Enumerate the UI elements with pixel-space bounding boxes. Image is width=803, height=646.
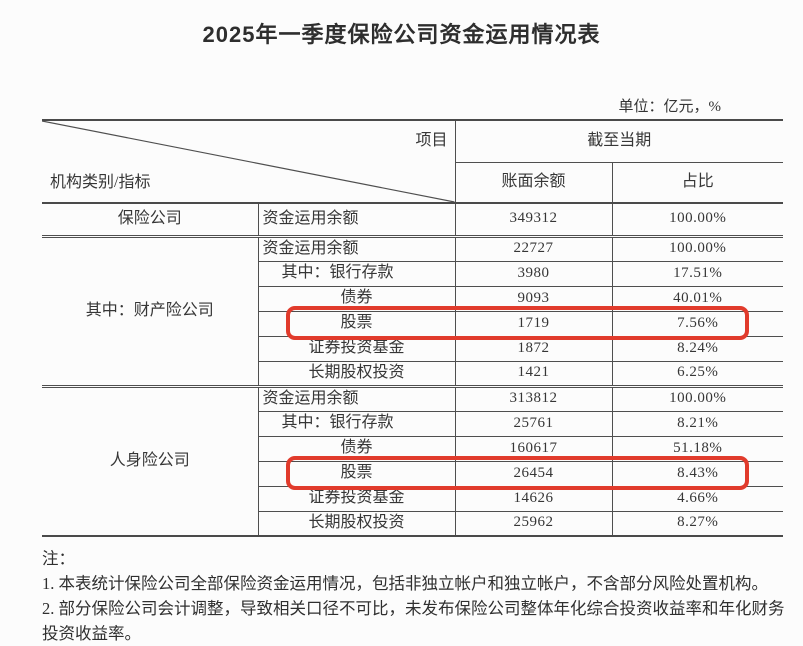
- corner-label-project: 项目: [415, 132, 448, 149]
- balance-cell: 9093: [454, 286, 612, 312]
- table-row: 人身险公司 资金运用余额 313812 100.00%: [42, 386, 784, 469]
- table-row: 证券投资基金 1872 8.24%: [42, 336, 784, 362]
- table-row: 其中：银行存款 3980 17.51%: [42, 261, 784, 287]
- balance-cell: 25761: [454, 411, 612, 437]
- indicator-cell: 资金运用余额: [257, 386, 455, 412]
- indicator-cell: 其中：银行存款: [257, 411, 455, 437]
- balance-cell: 313812: [454, 386, 612, 412]
- indicator-cell: 债券: [257, 286, 455, 312]
- column-header-balance: 账面余额: [455, 162, 612, 204]
- table-row: 其中：财产险公司 资金运用余额 22727 100.00%: [42, 236, 784, 388]
- note-2: 2. 部分保险公司会计调整，导致相关口径不可比，未发布保险公司整体年化综合投资收…: [42, 599, 785, 643]
- share-cell: 7.56%: [611, 311, 784, 337]
- indicator-cell: 股票: [257, 461, 455, 487]
- indicator-cell: 债券: [257, 436, 455, 462]
- balance-cell: 1872: [454, 336, 612, 362]
- corner-header-cell: 项目 机构类别/指标: [42, 120, 456, 204]
- balance-cell: 14626: [454, 486, 612, 512]
- share-cell: 40.01%: [611, 286, 784, 312]
- balance-cell: 3980: [454, 261, 612, 287]
- org-cell: 保险公司: [42, 203, 258, 238]
- indicator-cell: 资金运用余额: [257, 236, 455, 262]
- table-row: 长期股权投资 25962 8.27%: [42, 511, 784, 536]
- table-row: 其中：银行存款 25761 8.21%: [42, 411, 784, 437]
- column-header-share: 占比: [611, 162, 784, 204]
- share-cell: 6.25%: [611, 361, 784, 388]
- notes: 注： 1. 本表统计保险公司全部保险资金运用情况，包括非独立帐户和独立帐户，不含…: [42, 546, 787, 646]
- share-cell: 100.00%: [611, 386, 784, 412]
- table-row: 证券投资基金 14626 4.66%: [42, 486, 784, 512]
- share-cell: 51.18%: [611, 436, 784, 462]
- share-cell: 8.27%: [611, 511, 784, 536]
- notes-label: 注：: [42, 549, 75, 568]
- indicator-cell: 其中：银行存款: [257, 261, 455, 287]
- indicator-cell: 证券投资基金: [257, 336, 455, 362]
- table-wrap: 项目 机构类别/指标 截至当期 账面余额 占比 保险公司 资金运用余额: [42, 119, 784, 537]
- share-cell: 8.24%: [611, 336, 784, 362]
- org-cell: 人身险公司: [109, 451, 190, 469]
- share-cell: 100.00%: [611, 236, 784, 262]
- org-cell: 其中：财产险公司: [42, 236, 258, 388]
- balance-cell: 1421: [454, 361, 612, 388]
- share-cell: 8.21%: [611, 411, 784, 437]
- data-table: 项目 机构类别/指标 截至当期 账面余额 占比 保险公司 资金运用余额: [42, 119, 784, 537]
- share-cell: 100.00%: [611, 203, 784, 238]
- balance-cell: 349312: [454, 203, 612, 238]
- indicator-cell: 股票: [257, 311, 455, 337]
- table-row: 长期股权投资 1421 6.25%: [42, 361, 784, 388]
- corner-label-org-indicator: 机构类别/指标: [50, 174, 151, 192]
- table-row-highlighted: 股票 26454 8.43%: [42, 461, 784, 487]
- unit-note: 单位：亿元，%: [618, 99, 722, 115]
- diagonal-divider-icon: [42, 121, 455, 202]
- page-title: 2025年一季度保险公司资金运用情况表: [202, 22, 601, 47]
- balance-cell: 160617: [454, 436, 612, 462]
- indicator-cell: 证券投资基金: [257, 486, 455, 512]
- balance-cell: 25962: [454, 511, 612, 536]
- table-row: 保险公司 资金运用余额 349312 100.00%: [42, 203, 784, 238]
- share-cell: 4.66%: [611, 486, 784, 512]
- header-row-2: 账面余额 占比: [42, 162, 784, 204]
- indicator-cell: 长期股权投资: [257, 361, 455, 388]
- indicator-cell: 长期股权投资: [257, 511, 455, 536]
- header-row-1: 项目 机构类别/指标 截至当期: [42, 120, 784, 204]
- note-1: 1. 本表统计保险公司全部保险资金运用情况，包括非独立帐户和独立帐户，不含部分风…: [42, 574, 768, 593]
- table-row-highlighted: 股票 1719 7.56%: [42, 311, 784, 337]
- balance-cell: 22727: [454, 236, 612, 262]
- indicator-cell: 资金运用余额: [257, 203, 455, 238]
- balance-cell: 26454: [454, 461, 612, 487]
- column-group-header: 截至当期: [455, 120, 784, 163]
- content: 单位：亿元，% 项目 机构类别/指标 截至当期: [42, 95, 785, 646]
- share-cell: 8.43%: [611, 461, 784, 487]
- share-cell: 17.51%: [611, 261, 784, 287]
- balance-cell: 1719: [454, 311, 612, 337]
